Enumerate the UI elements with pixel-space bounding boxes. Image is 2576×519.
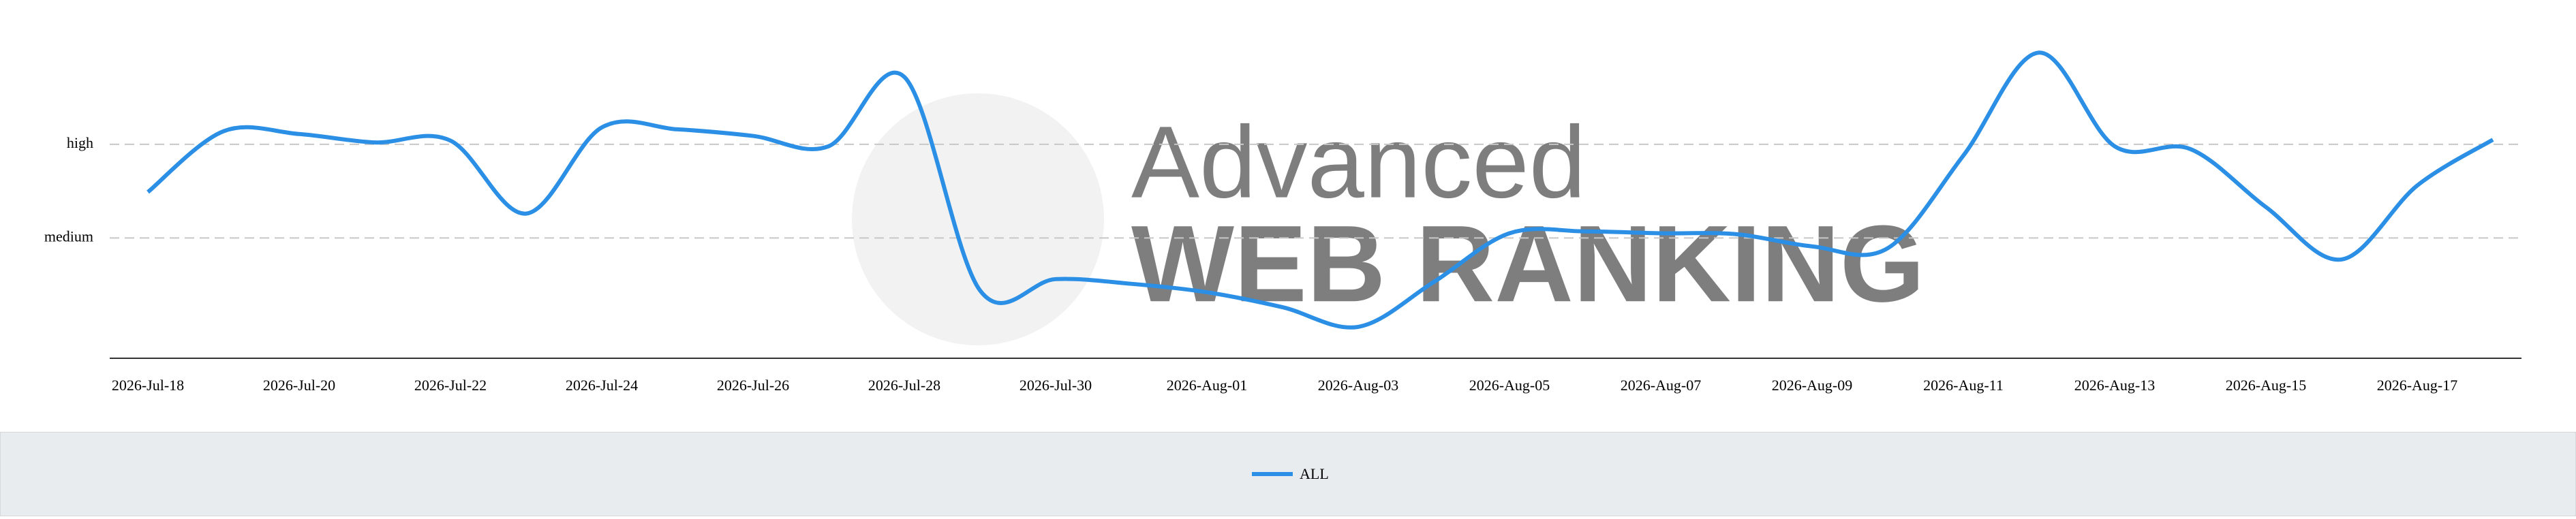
legend-svg: ALL: [1252, 465, 1329, 482]
x-tick-label: 2026-Jul-22: [414, 377, 487, 394]
x-tick-label: 2026-Jul-30: [1019, 377, 1092, 394]
y-tick-label: medium: [44, 227, 93, 245]
x-tick-label: 2026-Jul-28: [868, 377, 940, 394]
x-tick-label: 2026-Jul-24: [566, 377, 638, 394]
x-tick-label: 2026-Aug-17: [2377, 377, 2458, 394]
watermark-text: Advanced: [1131, 105, 1586, 219]
x-tick-label: 2026-Aug-07: [1621, 377, 1702, 394]
line-series: [147, 50, 2494, 330]
legend-label: ALL: [1300, 465, 1329, 482]
watermark-text: WEB RANKING: [1131, 202, 1925, 324]
x-tick-label: 2026-Aug-05: [1469, 377, 1550, 394]
x-tick-label: 2026-Aug-11: [1923, 377, 2004, 394]
x-tick-label: 2026-Jul-18: [112, 377, 184, 394]
x-tick-label: 2026-Aug-03: [1318, 377, 1399, 394]
x-tick-label: 2026-Aug-13: [2074, 377, 2156, 394]
y-tick-label: high: [67, 134, 93, 151]
x-tick-label: 2026-Jul-26: [717, 377, 789, 394]
legend: ALL: [0, 432, 2576, 516]
x-tick-label: 2026-Aug-15: [2226, 377, 2307, 394]
x-tick-label: 2026-Aug-01: [1167, 377, 1248, 394]
watermark-globe: [852, 93, 1104, 345]
x-tick-label: 2026-Aug-09: [1772, 377, 1853, 394]
x-tick-label: 2026-Jul-20: [263, 377, 335, 394]
